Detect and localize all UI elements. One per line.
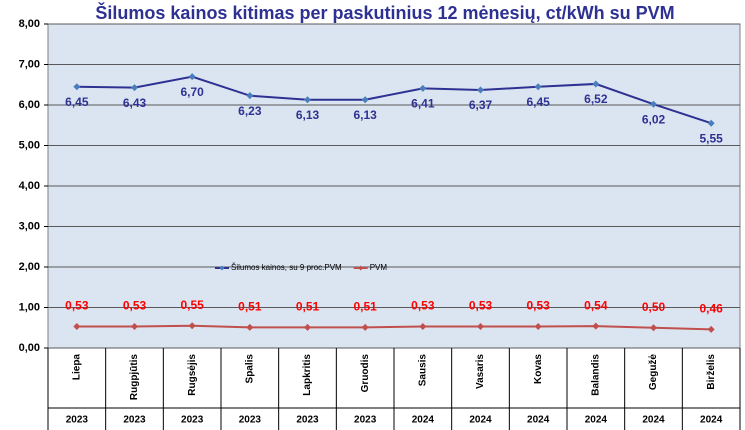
x-tick-label: Gegužė	[648, 354, 659, 391]
x-tick-label: Spalis	[244, 354, 255, 384]
x-tick-label: Sausis	[417, 354, 428, 387]
data-label: 0,53	[469, 299, 493, 313]
data-label: 0,53	[123, 299, 147, 313]
data-label: 0,51	[296, 300, 320, 314]
data-label: 6,45	[65, 95, 89, 109]
x-tick-label: Kovas	[533, 354, 544, 384]
data-label: 0,55	[180, 298, 204, 312]
data-label: 0,50	[642, 300, 666, 314]
x-tick-label: Gruodis	[360, 354, 371, 393]
data-point	[188, 322, 196, 330]
data-point	[592, 322, 600, 330]
data-label: 6,02	[642, 112, 666, 126]
data-point	[707, 325, 715, 333]
data-point	[131, 84, 138, 92]
data-point	[361, 323, 369, 331]
data-point	[246, 92, 254, 100]
data-point	[304, 96, 311, 104]
data-point	[650, 100, 657, 108]
x-group-label: 2024	[700, 415, 723, 426]
x-tick-label: Birželis	[706, 354, 717, 390]
data-label: 6,52	[584, 92, 608, 106]
data-label: 6,37	[469, 98, 493, 112]
y-tick-label: 3,00	[19, 220, 40, 232]
legend-marker	[358, 265, 364, 271]
series-line	[76, 75, 712, 125]
x-group-label: 2024	[527, 415, 550, 426]
data-point	[419, 84, 427, 92]
data-point	[477, 86, 484, 94]
data-label: 0,53	[411, 299, 435, 313]
y-tick-label: 1,00	[19, 301, 40, 313]
y-tick-label: 5,00	[19, 139, 40, 151]
x-tick-label: Rugpjūtis	[129, 354, 140, 401]
x-group-label: 2023	[239, 415, 262, 426]
x-group-label: 2023	[123, 415, 146, 426]
x-group-label: 2023	[181, 415, 204, 426]
data-label: 6,43	[123, 96, 147, 110]
data-label: 6,13	[296, 108, 320, 122]
y-tick-label: 4,00	[19, 180, 40, 192]
legend-marker	[219, 265, 225, 271]
x-tick-label: Liepa	[71, 354, 82, 381]
y-tick-label: 7,00	[19, 58, 40, 70]
data-point	[73, 83, 81, 91]
data-label: 6,23	[238, 104, 262, 118]
y-tick-label: 6,00	[19, 99, 40, 111]
x-tick-label: Balandis	[590, 354, 601, 396]
data-point	[131, 323, 138, 331]
data-point	[592, 80, 600, 88]
data-label: 0,53	[65, 299, 89, 313]
x-tick-label: Lapkritis	[302, 354, 313, 396]
x-group-label: 2024	[412, 415, 435, 426]
y-tick-label: 8,00	[19, 18, 40, 30]
legend-label: PVM	[370, 263, 388, 272]
data-point	[73, 323, 81, 331]
data-point	[361, 96, 369, 104]
data-label: 0,51	[353, 300, 377, 314]
data-label: 6,70	[180, 85, 204, 99]
x-group-label: 2024	[469, 415, 492, 426]
data-point	[477, 323, 484, 331]
data-label: 6,45	[526, 95, 550, 109]
x-tick-label: Rugsėjis	[187, 354, 198, 396]
y-tick-label: 0,00	[19, 342, 40, 354]
data-point	[534, 83, 542, 91]
data-label: 6,13	[353, 108, 377, 122]
data-point	[650, 324, 657, 332]
x-group-label: 2023	[296, 415, 319, 426]
data-label: 0,51	[238, 300, 262, 314]
data-point	[246, 323, 254, 331]
legend-label: Šilumos kainos, su 9 proc.PVM	[231, 263, 342, 272]
data-point	[534, 323, 542, 331]
data-point	[707, 119, 715, 127]
data-point	[419, 323, 427, 331]
x-tick-label: Vasaris	[475, 354, 486, 389]
y-tick-label: 2,00	[19, 261, 40, 273]
x-group-label: 2024	[585, 415, 608, 426]
chart-title: Šilumos kainos kitimas per paskutinius 1…	[95, 3, 675, 23]
data-label: 0,53	[526, 299, 550, 313]
data-label: 5,55	[699, 131, 723, 145]
data-label: 6,41	[411, 97, 435, 111]
data-label: 0,54	[584, 298, 608, 312]
x-group-label: 2023	[354, 415, 377, 426]
x-group-label: 2023	[66, 415, 89, 426]
data-point	[304, 323, 311, 331]
data-point	[188, 73, 196, 81]
x-group-label: 2024	[642, 415, 665, 426]
data-label: 0,46	[699, 302, 723, 316]
series-line	[76, 324, 712, 331]
